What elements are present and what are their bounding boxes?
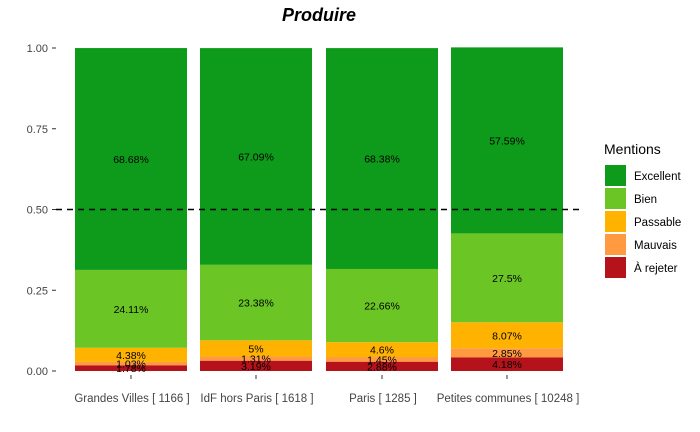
data-label: 27.5% — [492, 273, 522, 285]
bar-segment — [451, 47, 563, 234]
data-label: 4.6% — [370, 345, 394, 357]
bar-segment — [200, 340, 312, 357]
bar-segment — [200, 360, 312, 371]
bar-segment — [451, 357, 563, 371]
data-label: 68.68% — [113, 154, 149, 166]
legend-label: À rejeter — [634, 262, 678, 275]
legend-swatch — [605, 188, 626, 209]
data-label: 1.31% — [241, 354, 271, 366]
legend-label: Mauvais — [634, 240, 677, 252]
legend-swatch — [605, 234, 626, 255]
y-tick-label: 0.00 — [27, 366, 48, 378]
x-tick-label: Paris [ 1285 ] — [349, 393, 417, 405]
bar-segment — [75, 269, 187, 348]
bar-segment — [326, 268, 438, 343]
bar-segment — [200, 264, 312, 341]
data-label: 22.66% — [364, 301, 400, 313]
plot-area: 0.00 0.25 0.50 0.75 1.00 Grandes Villes [ 116… — [27, 43, 582, 405]
y-tick-label: 0.50 — [27, 205, 48, 217]
bar-segment — [75, 48, 187, 270]
data-label: 4.38% — [116, 350, 146, 362]
data-label: 3.19% — [241, 361, 271, 373]
bar-segment — [326, 361, 438, 371]
data-label: 2.85% — [492, 348, 522, 360]
legend-swatch — [605, 165, 626, 186]
legend-swatch — [605, 257, 626, 278]
bar-segment — [200, 356, 312, 361]
bar-segment — [326, 48, 438, 269]
legend-title: Mentions — [604, 141, 661, 157]
data-label: 8.07% — [492, 330, 522, 342]
bar-segment — [451, 233, 563, 323]
legend-label: Excellent — [634, 171, 681, 183]
data-label: 1.78% — [116, 363, 146, 375]
data-label: 67.09% — [238, 151, 274, 163]
data-label: 68.38% — [364, 154, 400, 166]
bar-segment — [451, 348, 563, 358]
legend-swatch — [605, 211, 626, 232]
data-label: 4.18% — [492, 359, 522, 371]
bar-segment — [200, 48, 312, 265]
data-label: 1.03% — [116, 359, 146, 371]
data-label: 23.38% — [238, 298, 274, 310]
x-tick-label: Petites communes [ 10248 ] — [437, 393, 580, 405]
data-label: 1.45% — [367, 354, 397, 366]
bar-segment — [75, 361, 187, 366]
legend: Mentions Excellent Bien Passable Mauvais À r… — [604, 141, 681, 278]
bar-segment — [326, 357, 438, 362]
y-tick-label: 1.00 — [27, 43, 48, 55]
data-label: 2.88% — [367, 361, 397, 373]
legend-label: Passable — [634, 217, 681, 229]
data-label: 5% — [248, 343, 263, 355]
y-tick-label: 0.75 — [27, 124, 48, 136]
chart-title: Produire — [282, 5, 356, 25]
x-tick-label: Grandes Villes [ 1166 ] — [74, 393, 189, 405]
x-tick-label: IdF hors Paris [ 1618 ] — [200, 393, 313, 405]
bar-segment — [75, 347, 187, 362]
legend-label: Bien — [634, 194, 657, 206]
data-label: 57.59% — [489, 135, 525, 147]
y-tick-label: 0.25 — [27, 285, 48, 297]
bar-segment — [326, 342, 438, 358]
bar-segment — [75, 365, 187, 371]
bar-segment — [451, 322, 563, 349]
data-label: 24.11% — [114, 304, 149, 316]
